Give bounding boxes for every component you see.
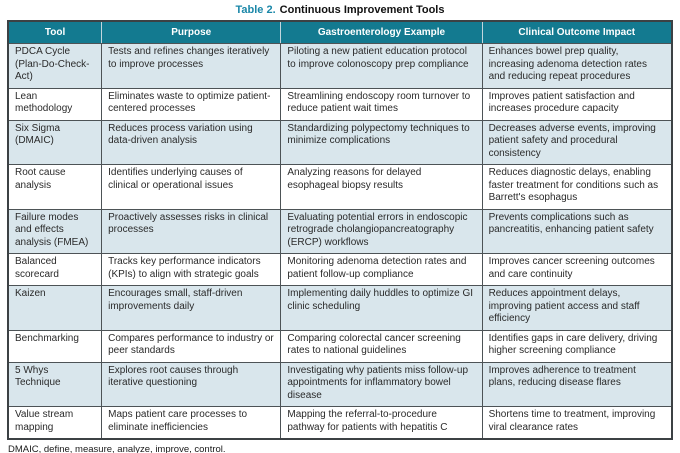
cell-impact: Reduces diagnostic delays, enabling fast… [481,164,673,210]
table-row: 5 Whys Technique Explores root causes thr… [7,361,673,407]
cell-tool: Benchmarking [7,329,103,363]
cell-example: Analyzing reasons for delayed esophageal… [280,164,483,210]
column-header-example: Gastroenterology Example [280,21,483,44]
cell-tool: 5 Whys Technique [7,361,103,407]
cell-example: Monitoring adenoma detection rates and p… [280,253,483,286]
cell-purpose: Reduces process variation using data-dri… [101,119,282,165]
cell-example: Implementing daily huddles to optimize G… [280,285,483,331]
header-row: Tool Purpose Gastroenterology Example Cl… [8,21,672,44]
table-title-label: Table 2. [235,4,276,16]
cell-purpose: Eliminates waste to optimize patient-cen… [101,87,282,121]
column-header-tool: Tool [8,21,102,44]
table-row: Root cause analysis Identifies underlying… [7,164,673,210]
cell-purpose: Tracks key performance indicators (KPIs)… [101,253,282,286]
cell-tool: Root cause analysis [7,164,103,210]
cell-tool: Lean methodology [7,87,103,121]
table-row: Six Sigma (DMAIC) Reduces process variati… [7,119,673,165]
table-title: Table 2. Continuous Improvement Tools [7,4,673,16]
table-row: Lean methodology Eliminates waste to opti… [7,87,673,121]
cell-tool: Kaizen [7,285,103,331]
column-header-impact: Clinical Outcome Impact [481,21,672,44]
cell-purpose: Compares performance to industry or peer… [101,329,282,363]
cell-impact: Enhances bowel prep quality, increasing … [481,43,673,89]
cell-tool: Failure modes and effects analysis (FMEA… [7,208,103,254]
cell-impact: Reduces appointment delays, improving pa… [481,285,673,331]
cell-purpose: Maps patient care processes to eliminate… [101,406,282,440]
cell-impact: Improves cancer screening outcomes and c… [481,253,673,286]
cell-purpose: Proactively assesses risks in clinical p… [101,208,282,254]
footnote: DMAIC, define, measure, analyze, improve… [8,444,226,453]
cell-impact: Decreases adverse events, improving pati… [481,119,673,165]
cell-tool: Value stream mapping [7,406,103,440]
cell-example: Comparing colorectal cancer screening ra… [280,329,483,363]
cell-example: Investigating why patients miss follow-u… [280,361,483,407]
table-row: Balanced scorecard Tracks key performance… [7,253,673,286]
table-row: Kaizen Encourages small, staff-driven imp… [7,285,673,331]
cell-impact: Improves patient satisfaction and increa… [481,87,673,121]
cell-tool: PDCA Cycle (Plan-Do-Check-Act) [7,43,103,89]
table-body: PDCA Cycle (Plan-Do-Check-Act) Tests and … [7,43,673,440]
cell-example: Piloting a new patient education protoco… [280,43,483,89]
table-row: Benchmarking Compares performance to indu… [7,329,673,363]
cell-example: Mapping the referral-to-procedure pathwa… [280,406,483,440]
table-header: Tool Purpose Gastroenterology Example Cl… [8,21,672,44]
table-row: Value stream mapping Maps patient care pr… [7,406,673,440]
cell-tool: Six Sigma (DMAIC) [7,119,103,165]
cell-purpose: Explores root causes through iterative q… [101,361,282,407]
cell-example: Evaluating potential errors in endoscopi… [280,208,483,254]
table-row: PDCA Cycle (Plan-Do-Check-Act) Tests and … [7,43,673,89]
cell-tool: Balanced scorecard [7,253,103,286]
column-header-purpose: Purpose [101,21,281,44]
cell-purpose: Identifies underlying causes of clinical… [101,164,282,210]
cell-impact: Identifies gaps in care delivery, drivin… [481,329,673,363]
cell-impact: Shortens time to treatment, improving vi… [481,406,673,440]
cell-impact: Prevents complications such as pancreati… [481,208,673,254]
table-title-text: Continuous Improvement Tools [279,4,445,16]
cell-example: Standardizing polypectomy techniques to … [280,119,483,165]
cell-example: Streamlining endoscopy room turnover to … [280,87,483,121]
continuous-improvement-table: Tool Purpose Gastroenterology Example Cl… [7,20,673,440]
cell-purpose: Tests and refines changes iteratively to… [101,43,282,89]
cell-purpose: Encourages small, staff-driven improveme… [101,285,282,331]
cell-impact: Improves adherence to treatment plans, r… [481,361,673,407]
table-row: Failure modes and effects analysis (FMEA… [7,208,673,254]
